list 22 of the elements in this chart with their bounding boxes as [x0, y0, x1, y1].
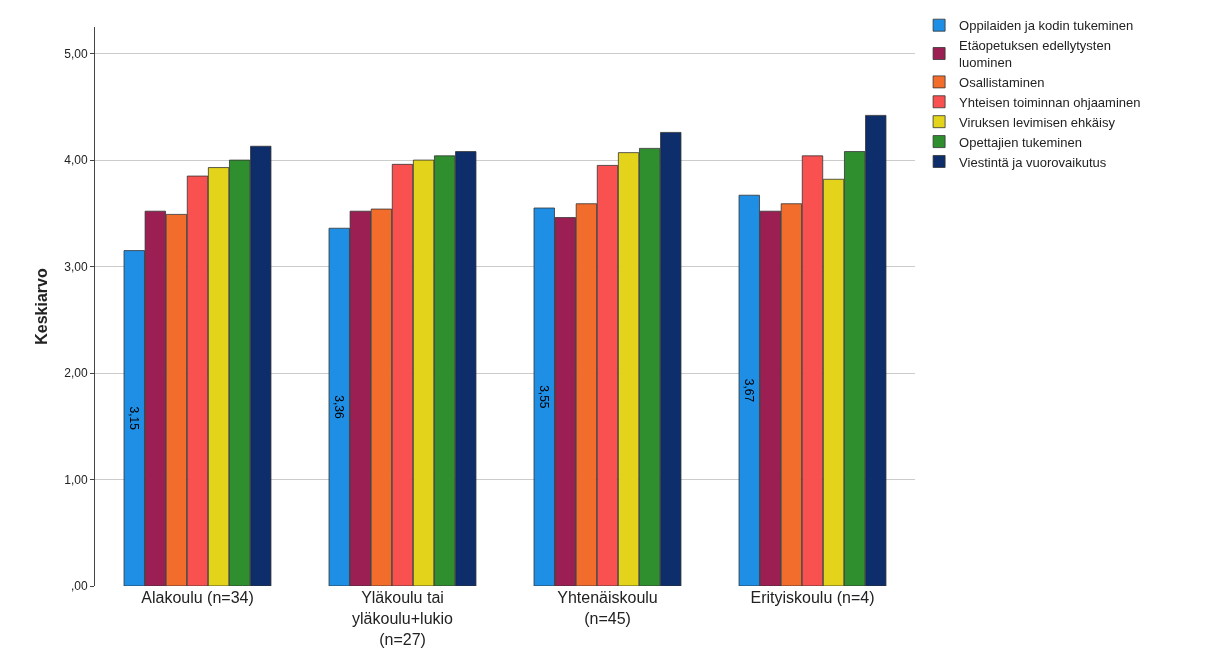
y-tick-label: 3,00: [64, 259, 88, 274]
data-label: 3,67: [742, 378, 757, 403]
x-tick-label: Erityiskoulu (n=4): [750, 589, 875, 606]
data-label: 3,15: [127, 406, 142, 431]
data-label: 3,36: [332, 395, 347, 419]
legend-label: Yhteisen toiminnan ohjaaminen: [959, 94, 1141, 110]
y-axis-title: Keskiarvo: [33, 268, 51, 345]
y-tick-label: 2,00: [64, 366, 88, 381]
data-label: 3,55: [537, 385, 552, 409]
legend-label: Oppilaiden ja kodin tukeminen: [959, 18, 1134, 34]
y-tick-label: 1,00: [64, 472, 88, 487]
y-tick-label: 4,00: [64, 153, 88, 168]
x-tick-label: Alakoulu (n=34): [141, 589, 254, 606]
legend-label: Viestintä ja vuorovaikutus: [959, 154, 1107, 170]
legend-label: Viruksen levimisen ehkäisy: [959, 114, 1116, 130]
legend-label: Etäopetuksen edellytysten luominen: [959, 38, 1111, 71]
y-tick-label: ,00: [70, 579, 88, 594]
x-tick-label: Yhtenäiskoulu (n=45): [557, 589, 658, 627]
legend-label: Opettajien tukeminen: [959, 134, 1082, 150]
x-tick-label: Yläkoulu tai yläkoulu+lukio (n=27): [352, 589, 454, 648]
y-tick-label: 5,00: [64, 46, 88, 61]
legend-label: Osallistaminen: [959, 74, 1045, 90]
